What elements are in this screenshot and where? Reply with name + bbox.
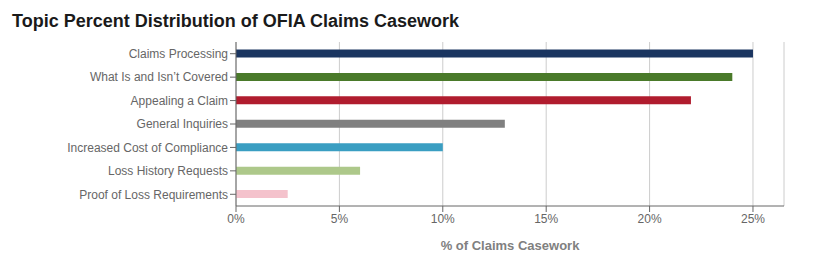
- svg-text:What Is and Isn’t Covered: What Is and Isn’t Covered: [90, 70, 228, 84]
- svg-text:Proof of Loss Requirements: Proof of Loss Requirements: [79, 188, 228, 202]
- svg-text:25%: 25%: [741, 212, 765, 226]
- svg-text:20%: 20%: [638, 212, 662, 226]
- svg-text:10%: 10%: [431, 212, 455, 226]
- svg-text:Claims Processing: Claims Processing: [129, 47, 228, 61]
- svg-text:General Inquiries: General Inquiries: [137, 117, 228, 131]
- svg-text:5%: 5%: [331, 212, 349, 226]
- svg-text:% of Claims Casework: % of Claims Casework: [441, 238, 580, 253]
- svg-text:0%: 0%: [227, 212, 245, 226]
- html-text:Topic Percent Distribution of: Topic Percent Distribution of OFIA Claim…: [12, 11, 460, 31]
- svg-text:15%: 15%: [534, 212, 558, 226]
- svg-text:Appealing a Claim: Appealing a Claim: [131, 94, 228, 108]
- svg-text:Loss History Requests: Loss History Requests: [108, 164, 228, 178]
- svg-text:Increased Cost of Compliance: Increased Cost of Compliance: [67, 141, 228, 155]
